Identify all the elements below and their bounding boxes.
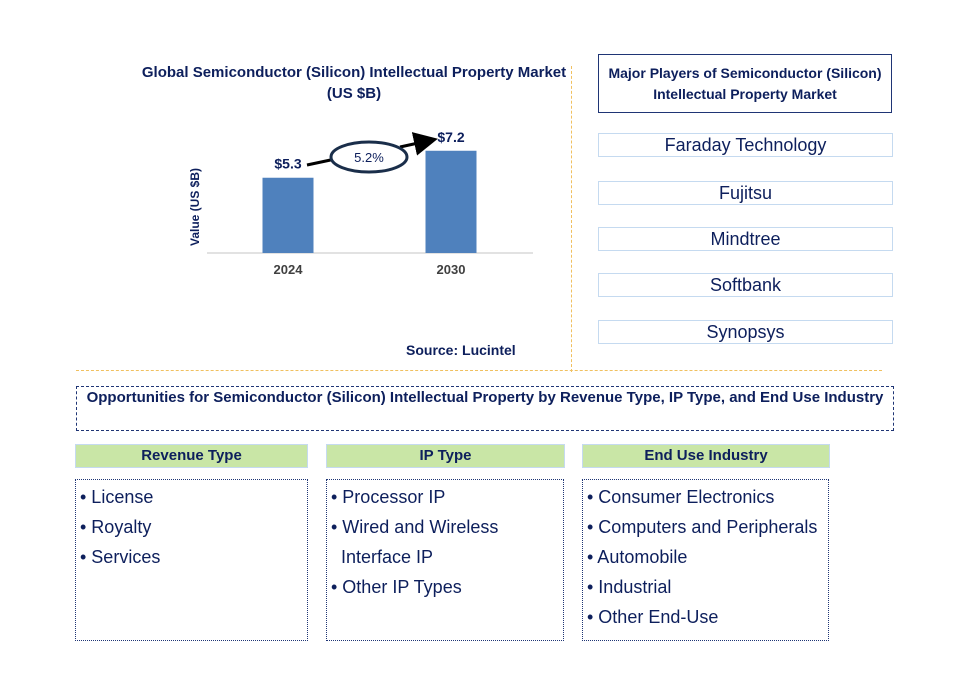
opportunities-title-text: Opportunities for Semiconductor (Silicon… xyxy=(86,389,884,406)
list-item: • Other IP Types xyxy=(331,577,462,597)
player-item: Faraday Technology xyxy=(598,133,893,157)
players-title-text: Major Players of Semiconductor (Silicon)… xyxy=(608,64,882,102)
list-item: • License xyxy=(80,487,154,507)
horizontal-divider xyxy=(76,370,882,371)
source-text: Source: Lucintel xyxy=(406,342,516,358)
list-item: • Royalty xyxy=(80,517,152,537)
chart-title: Global Semiconductor (Silicon) Intellect… xyxy=(141,64,567,102)
bar-2030 xyxy=(425,150,477,253)
bar-chart: $5.3 2024 $7.2 2030 5.2% xyxy=(207,129,533,277)
list-item: • Wired and Wireless xyxy=(331,517,499,537)
segment-heading-end-use: End Use Industry xyxy=(582,444,830,468)
list-item: • Computers and Peripherals xyxy=(587,517,818,537)
bar-2024 xyxy=(262,177,314,253)
player-item: Synopsys xyxy=(598,320,893,344)
list-item: • Other End-Use xyxy=(587,607,719,627)
list-item: • Automobile xyxy=(587,547,688,567)
data-label: $5.3 xyxy=(274,156,301,172)
list-item: Interface IP xyxy=(331,547,434,567)
x-tick-label: 2024 xyxy=(274,262,304,277)
list-item: • Services xyxy=(80,547,161,567)
player-item: Mindtree xyxy=(598,227,893,251)
player-item: Fujitsu xyxy=(598,181,893,205)
segment-list-revenue-type: • License • Royalty • Services xyxy=(75,479,308,641)
opportunities-title: Opportunities for Semiconductor (Silicon… xyxy=(76,386,894,431)
list-item: • Consumer Electronics xyxy=(587,487,775,507)
segment-heading-revenue-type: Revenue Type xyxy=(75,444,308,468)
player-item: Softbank xyxy=(598,273,893,297)
data-label: $7.2 xyxy=(437,129,464,145)
cagr-ellipse xyxy=(329,140,409,174)
players-title: Major Players of Semiconductor (Silicon)… xyxy=(598,54,892,113)
vertical-divider xyxy=(571,66,572,372)
cagr-label: 5.2% xyxy=(354,150,384,165)
segment-list-end-use: • Consumer Electronics • Computers and P… xyxy=(582,479,829,641)
segment-heading-ip-type: IP Type xyxy=(326,444,565,468)
list-item: • Processor IP xyxy=(331,487,446,507)
list-item: • Industrial xyxy=(587,577,672,597)
x-tick-label: 2030 xyxy=(437,262,466,277)
cagr-arrow-head xyxy=(399,132,438,156)
segment-list-ip-type: • Processor IP • Wired and Wireless Inte… xyxy=(326,479,564,641)
